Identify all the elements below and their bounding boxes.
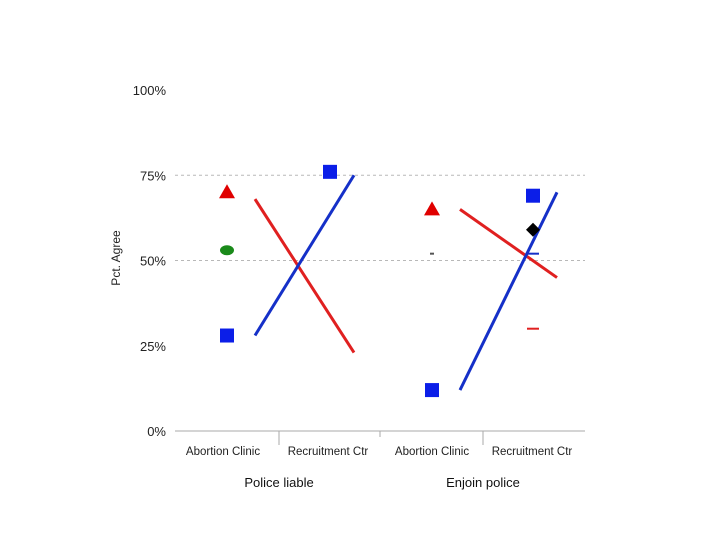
data-points xyxy=(219,164,540,398)
series-line xyxy=(253,174,356,337)
series-line xyxy=(459,208,558,279)
y-axis-label: Pct. Agree xyxy=(109,230,123,286)
category-label: Recruitment Ctr xyxy=(288,446,369,458)
y-tick-label: 75% xyxy=(140,168,166,183)
data-point-triangle xyxy=(424,201,440,216)
data-point-circle xyxy=(220,245,234,256)
y-tick-label: 100% xyxy=(133,83,167,98)
y-tick-label: 50% xyxy=(140,254,166,269)
y-tick-label: 0% xyxy=(147,424,166,439)
data-point-square xyxy=(220,328,234,343)
category-labels: Abortion Clinic Recruitment Ctr Abortion… xyxy=(186,446,572,458)
data-point-triangle xyxy=(219,184,235,199)
x-axis xyxy=(175,430,585,445)
group-labels: Police liable Enjoin police xyxy=(244,475,520,490)
group-label: Police liable xyxy=(244,475,313,490)
grid-lines xyxy=(175,174,585,261)
data-point-diamond xyxy=(526,222,540,237)
category-label: Recruitment Ctr xyxy=(492,446,573,458)
y-tick-label: 25% xyxy=(140,339,166,354)
category-label: Abortion Clinic xyxy=(395,446,469,458)
series-line xyxy=(458,191,559,391)
series-line xyxy=(253,198,356,354)
category-label: Abortion Clinic xyxy=(186,446,260,458)
data-point-square xyxy=(425,383,439,398)
y-tick-labels: 0% 25% 50% 75% 100% xyxy=(133,83,167,439)
data-point-square xyxy=(323,164,337,179)
series-lines xyxy=(253,174,559,391)
group-label: Enjoin police xyxy=(446,475,520,490)
data-point-square xyxy=(526,188,540,203)
